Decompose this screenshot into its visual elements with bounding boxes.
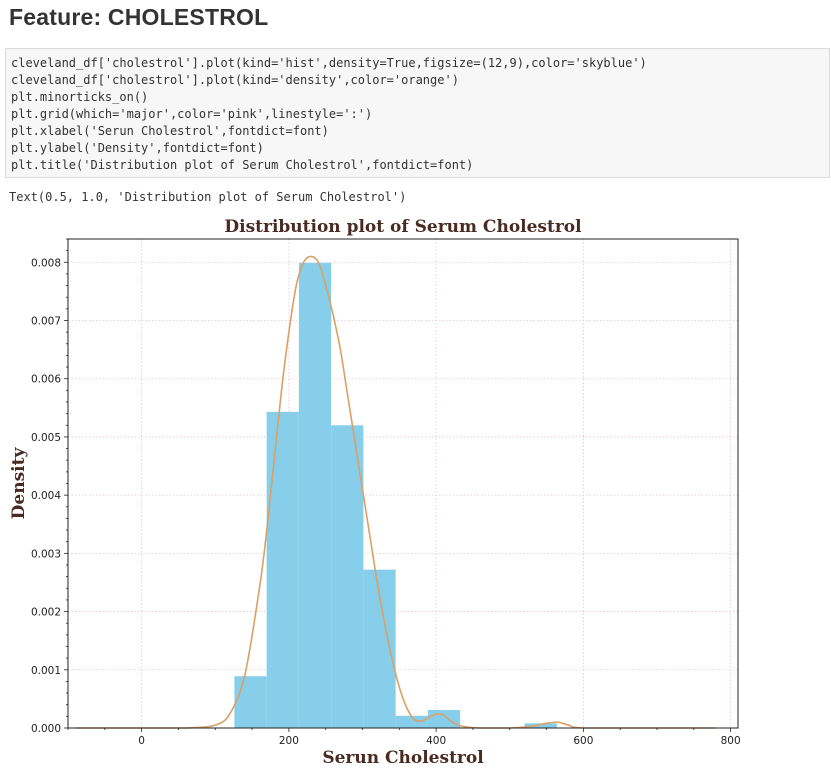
histogram-bar bbox=[524, 723, 557, 728]
y-tick-label: 0.006 bbox=[31, 374, 61, 386]
histogram-bar bbox=[234, 676, 267, 728]
x-tick-label: 800 bbox=[721, 735, 741, 747]
code-line: cleveland_df['cholestrol'].plot(kind='hi… bbox=[11, 56, 647, 70]
histogram-bar bbox=[331, 425, 364, 728]
histogram-bar bbox=[266, 411, 299, 728]
x-tick-label: 600 bbox=[573, 735, 593, 747]
code-line: plt.title('Distribution plot of Serum Ch… bbox=[11, 158, 474, 172]
histogram-layer bbox=[234, 262, 557, 728]
histogram-bar bbox=[298, 262, 332, 728]
distribution-chart: 0 200 400 600 800 0.000 0.001 0.002 0.003 0.004 0.… bbox=[9, 217, 741, 768]
x-tick-label: 0 bbox=[138, 735, 145, 747]
cell-output: Text(0.5, 1.0, 'Distribution plot of Ser… bbox=[9, 190, 407, 204]
x-tick-label: 400 bbox=[426, 735, 446, 747]
x-axis-label: Serun Cholestrol bbox=[322, 748, 484, 768]
y-tick-label: 0.003 bbox=[31, 548, 61, 560]
y-tick-label: 0.008 bbox=[31, 257, 61, 269]
code-cell[interactable]: cleveland_df['cholestrol'].plot(kind='hi… bbox=[5, 48, 830, 178]
x-tick-label: 200 bbox=[279, 735, 299, 747]
y-tick-label: 0.005 bbox=[31, 432, 61, 444]
code-line: cleveland_df['cholestrol'].plot(kind='de… bbox=[11, 73, 459, 87]
page-title: Feature: CHOLESTROL bbox=[9, 4, 269, 30]
code-line: plt.grid(which='major',color='pink',line… bbox=[11, 107, 373, 121]
code-line: plt.minorticks_on() bbox=[11, 90, 149, 104]
code-line: plt.xlabel('Serun Cholestrol',fontdict=f… bbox=[11, 124, 329, 138]
histogram-bar bbox=[427, 709, 461, 728]
tick-layer: 0 200 400 600 800 0.000 0.001 0.002 0.003 0.004 0.… bbox=[31, 238, 741, 747]
code-line: plt.ylabel('Density',fontdict=font) bbox=[11, 141, 264, 155]
histogram-bar bbox=[395, 715, 428, 728]
y-tick-label: 0.001 bbox=[31, 665, 61, 677]
y-tick-label: 0.002 bbox=[31, 607, 61, 619]
y-tick-label: 0.007 bbox=[31, 316, 61, 328]
y-axis-label: Density bbox=[9, 447, 29, 520]
grid-layer bbox=[68, 239, 738, 729]
y-tick-label: 0.000 bbox=[31, 723, 61, 735]
y-tick-label: 0.004 bbox=[31, 490, 61, 502]
chart-title: Distribution plot of Serum Cholestrol bbox=[224, 217, 582, 237]
plot-frame bbox=[67, 238, 739, 729]
